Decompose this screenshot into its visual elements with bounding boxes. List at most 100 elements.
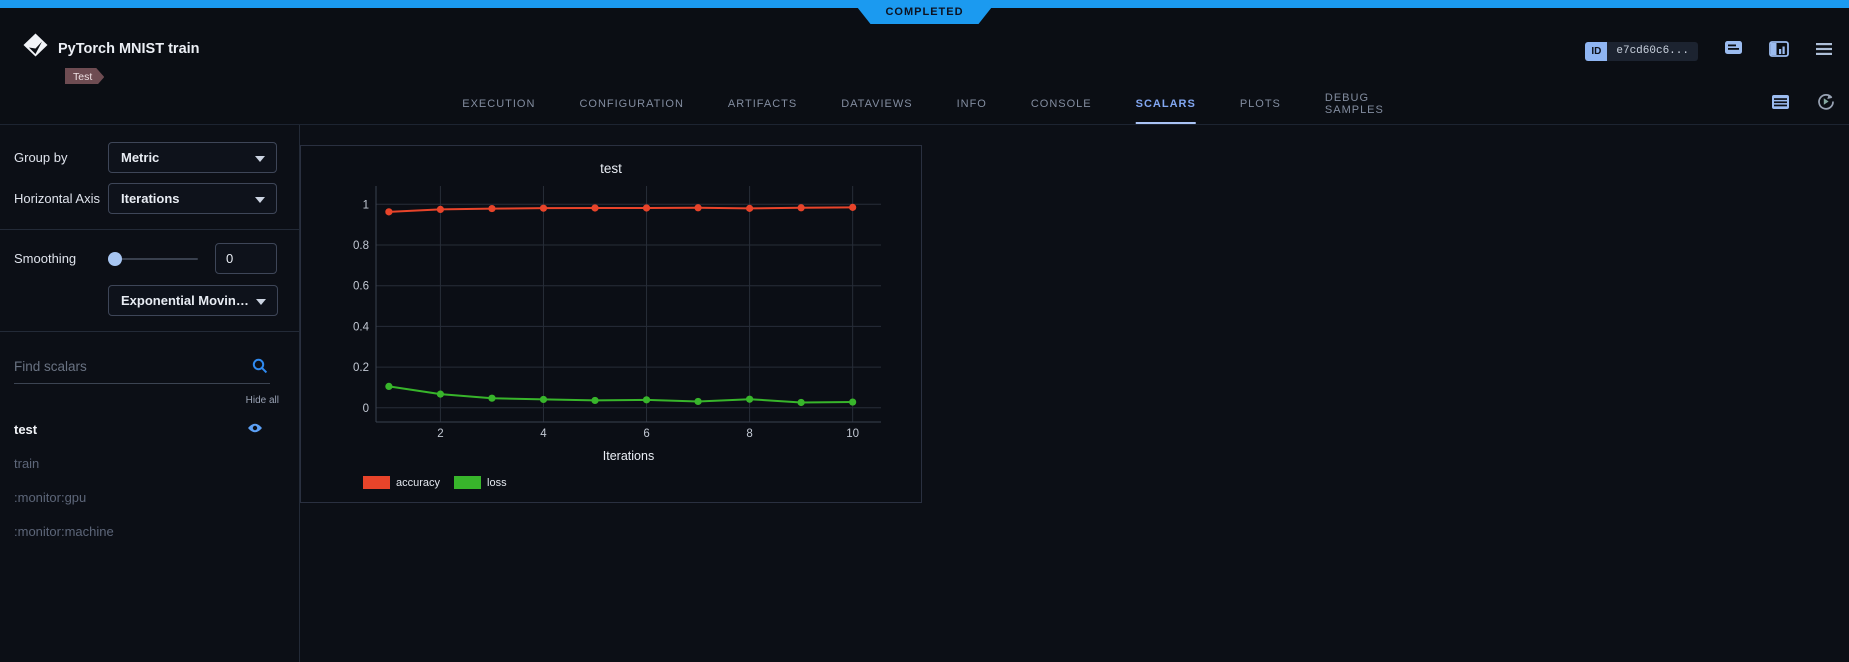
data-point-accuracy[interactable] (488, 204, 496, 213)
comments-icon[interactable] (1724, 40, 1743, 62)
chart-title: test (600, 161, 622, 176)
scalars-sidebar: Group by Metric Horizontal Axis Iteratio… (0, 125, 300, 662)
chevron-down-icon (255, 196, 265, 203)
scalar-item-label: test (14, 421, 38, 437)
data-point-loss[interactable] (694, 397, 702, 406)
scalar-item-label: train (14, 455, 40, 471)
x-tick-label: 10 (846, 428, 859, 440)
data-point-accuracy[interactable] (642, 204, 651, 212)
data-point-loss[interactable] (797, 398, 805, 407)
data-point-loss[interactable] (591, 396, 599, 405)
search-icon[interactable] (252, 358, 268, 379)
tab-execution[interactable]: EXECUTION (462, 98, 536, 110)
x-tick-label: 6 (643, 428, 649, 440)
menu-icon[interactable] (1815, 42, 1833, 61)
tab-info[interactable]: INFO (956, 98, 987, 110)
slider-knob[interactable] (108, 251, 122, 266)
y-tick-label: 0 (363, 403, 369, 415)
tab-bar: EXECUTION CONFIGURATION ARTIFACTS DATAVIEWS… (0, 84, 1849, 125)
status-badge-label: COMPLETED (885, 6, 964, 18)
data-point-accuracy[interactable] (694, 204, 702, 212)
y-tick-label: 0.6 (353, 281, 369, 293)
scalar-item-test[interactable]: test (0, 412, 299, 446)
horizontal-axis-row: Horizontal Axis Iterations (14, 183, 277, 214)
tab-artifacts[interactable]: ARTIFACTS (727, 98, 798, 110)
id-label: ID (1585, 41, 1608, 61)
horizontal-axis-value: Iterations (121, 191, 180, 206)
y-tick-label: 0.4 (353, 321, 370, 333)
legend-label: loss (487, 476, 507, 489)
hide-all-link[interactable]: Hide all (245, 395, 279, 406)
smoothing-row: Smoothing (14, 243, 277, 274)
legend-label: accuracy (396, 476, 441, 489)
sidebar-divider (0, 229, 299, 230)
id-value: e7cd60c6... (1607, 41, 1698, 61)
tab-configuration[interactable]: CONFIGURATION (579, 98, 684, 110)
header-actions: ID e7cd60c6... (1585, 40, 1833, 62)
scalar-item-monitor-machine[interactable]: :monitor:machine (0, 514, 299, 548)
experiment-type-icon (22, 32, 49, 64)
x-tick-label: 4 (540, 428, 547, 440)
data-point-loss[interactable] (642, 396, 651, 404)
x-tick-label: 8 (746, 428, 752, 440)
legend-swatch (454, 476, 482, 489)
legend-swatch (363, 476, 390, 489)
smoothing-algorithm-select[interactable]: Exponential Moving Av... (108, 285, 278, 316)
data-point-loss[interactable] (436, 390, 445, 398)
x-tick-label: 2 (437, 428, 443, 440)
data-point-loss[interactable] (745, 395, 754, 403)
series-line-accuracy[interactable] (388, 206, 853, 213)
tab-dataviews[interactable]: DATAVIEWS (841, 98, 913, 110)
smoothing-label: Smoothing (14, 251, 77, 266)
visibility-eye-icon[interactable] (247, 421, 263, 439)
smoothing-algorithm-row: Exponential Moving Av... (108, 285, 278, 316)
data-point-loss[interactable] (849, 398, 857, 406)
tab-scalars[interactable]: SCALARS (1135, 84, 1196, 124)
data-point-loss[interactable] (488, 394, 496, 402)
experiment-tag-label: Test (73, 71, 93, 83)
data-point-accuracy[interactable] (539, 204, 548, 212)
experiment-tag[interactable]: Test (65, 68, 104, 86)
tab-bar-actions (1771, 84, 1835, 124)
group-by-select[interactable]: Metric (108, 142, 277, 173)
experiment-id-badge[interactable]: ID e7cd60c6... (1585, 41, 1698, 61)
tab-console[interactable]: CONSOLE (1030, 98, 1092, 110)
auto-refresh-icon[interactable] (1816, 92, 1835, 116)
y-tick-label: 1 (363, 199, 369, 211)
chart-legend: accuracy loss (363, 476, 507, 489)
chart-x-axis-label: Iterations (602, 449, 655, 463)
scalar-item-label: :monitor:gpu (14, 489, 87, 505)
scalar-chart[interactable]: 2 4 6 8 10 0 0.2 0.4 0.6 0.8 1 (301, 146, 921, 502)
scalar-chart-card: test 2 4 6 8 10 0 0.2 0.4 0.6 0.8 1 Iterations acc… (300, 145, 922, 503)
smoothing-value-input[interactable] (215, 243, 277, 274)
legend-item-accuracy[interactable]: accuracy (363, 476, 440, 489)
tab-debug-samples[interactable]: DEBUG SAMPLES (1324, 92, 1384, 116)
data-point-accuracy[interactable] (797, 204, 805, 212)
series-line-loss[interactable] (388, 385, 853, 404)
scalar-item-train[interactable]: train (0, 446, 299, 480)
sidebar-divider (0, 331, 299, 332)
data-point-loss[interactable] (385, 382, 393, 390)
scalar-item-monitor-gpu[interactable]: :monitor:gpu (0, 480, 299, 514)
data-point-accuracy[interactable] (436, 205, 445, 213)
data-point-loss[interactable] (539, 395, 548, 404)
search-input[interactable] (14, 359, 239, 374)
horizontal-axis-select[interactable]: Iterations (108, 183, 277, 214)
table-view-icon[interactable] (1771, 94, 1790, 115)
horizontal-axis-label: Horizontal Axis (14, 191, 100, 206)
smoothing-slider[interactable] (108, 251, 198, 266)
tab-plots[interactable]: PLOTS (1239, 98, 1281, 110)
slider-track (108, 257, 198, 260)
data-point-accuracy[interactable] (849, 203, 857, 211)
data-point-accuracy[interactable] (591, 204, 599, 212)
data-point-accuracy[interactable] (385, 208, 393, 216)
legend-item-loss[interactable]: loss (454, 476, 507, 489)
group-by-label: Group by (14, 150, 68, 165)
status-badge: COMPLETED (851, 0, 998, 24)
smoothing-algorithm-value: Exponential Moving Av... (121, 293, 249, 308)
data-point-accuracy[interactable] (745, 204, 754, 212)
content-area: Group by Metric Horizontal Axis Iteratio… (0, 125, 1849, 662)
details-panel-icon[interactable] (1769, 40, 1789, 62)
group-by-row: Group by Metric (14, 142, 277, 173)
